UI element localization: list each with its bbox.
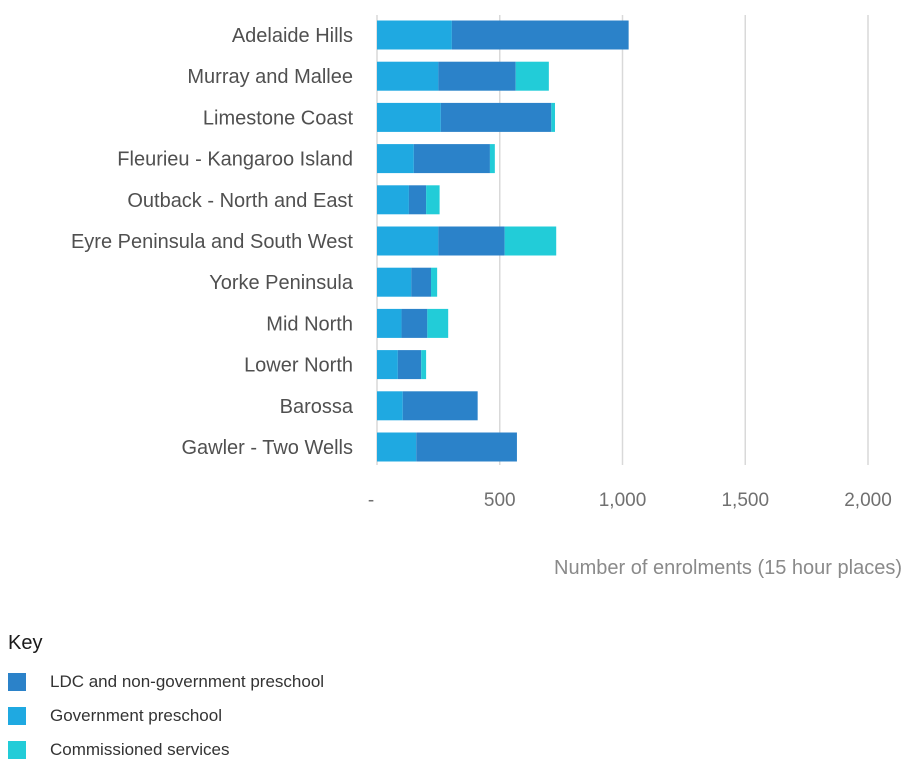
bars	[377, 20, 629, 462]
bar-segment	[397, 350, 422, 380]
bar-segment	[408, 185, 427, 215]
x-tick-label: 1,000	[599, 490, 647, 511]
category-label: Fleurieu - Kangaroo Island	[117, 149, 353, 171]
legend-label-government: Government preschool	[50, 706, 222, 725]
bar-segment	[377, 308, 402, 338]
category-label: Lower North	[244, 355, 353, 377]
bar-segment	[377, 391, 403, 421]
category-label: Outback - North and East	[127, 190, 353, 212]
bar-segment	[426, 185, 440, 215]
x-tick-label: 1,500	[721, 490, 769, 511]
legend-item-ldc: LDC and non-government preschool	[8, 665, 324, 699]
category-labels: Adelaide Hills Murray and Mallee Limestone…	[71, 25, 354, 459]
x-tick-label: -	[368, 490, 374, 511]
category-label: Yorke Peninsula	[209, 272, 354, 294]
category-label: Adelaide Hills	[232, 25, 353, 47]
legend-swatch-ldc	[8, 673, 26, 691]
bar-segment	[377, 185, 409, 215]
legend-swatch-government	[8, 707, 26, 725]
bar-segment	[416, 432, 517, 462]
category-label: Limestone Coast	[203, 107, 354, 129]
bar-segment	[377, 267, 412, 297]
bar-segment	[377, 226, 439, 256]
bar-segment	[438, 61, 516, 91]
legend-item-government: Government preschool	[8, 699, 324, 733]
x-tick-label: 2,000	[844, 490, 892, 511]
bar-segment	[421, 350, 427, 380]
bar-segment	[402, 391, 478, 421]
bar-segment	[515, 61, 549, 91]
bar-segment	[438, 226, 505, 256]
bar-segment	[427, 308, 449, 338]
legend: Key LDC and non-government preschool Gov…	[8, 632, 324, 767]
category-label: Barossa	[280, 396, 354, 418]
x-tick-labels: - 500 1,000 1,500 2,000	[368, 490, 892, 511]
bar-segment	[489, 144, 495, 174]
bar-segment	[377, 432, 417, 462]
legend-title: Key	[8, 632, 43, 654]
category-label: Gawler - Two Wells	[181, 437, 353, 459]
bar-segment	[413, 144, 490, 174]
bar-segment	[431, 267, 438, 297]
category-label: Eyre Peninsula and South West	[71, 231, 353, 253]
bar-segment	[451, 20, 629, 50]
bar-segment	[440, 102, 552, 132]
bar-segment	[377, 61, 439, 91]
category-label: Murray and Mallee	[187, 66, 353, 88]
legend-item-commissioned: Commissioned services	[8, 733, 324, 767]
legend-label-ldc: LDC and non-government preschool	[50, 672, 325, 691]
bar-segment	[411, 267, 432, 297]
bar-segment	[377, 350, 398, 380]
legend-swatch-commissioned	[8, 741, 26, 759]
x-axis-title: Number of enrolments (15 hour places)	[554, 557, 902, 579]
category-label: Mid North	[266, 313, 353, 335]
bar-segment	[377, 102, 441, 132]
stacked-bar-chart: Adelaide Hills Murray and Mallee Limestone…	[71, 15, 902, 579]
bar-segment	[377, 144, 414, 174]
bar-segment	[551, 102, 555, 132]
bar-segment	[377, 20, 452, 50]
x-tick-label: 500	[484, 490, 516, 511]
bar-segment	[401, 308, 428, 338]
legend-label-commissioned: Commissioned services	[50, 740, 230, 759]
bar-segment	[504, 226, 557, 256]
